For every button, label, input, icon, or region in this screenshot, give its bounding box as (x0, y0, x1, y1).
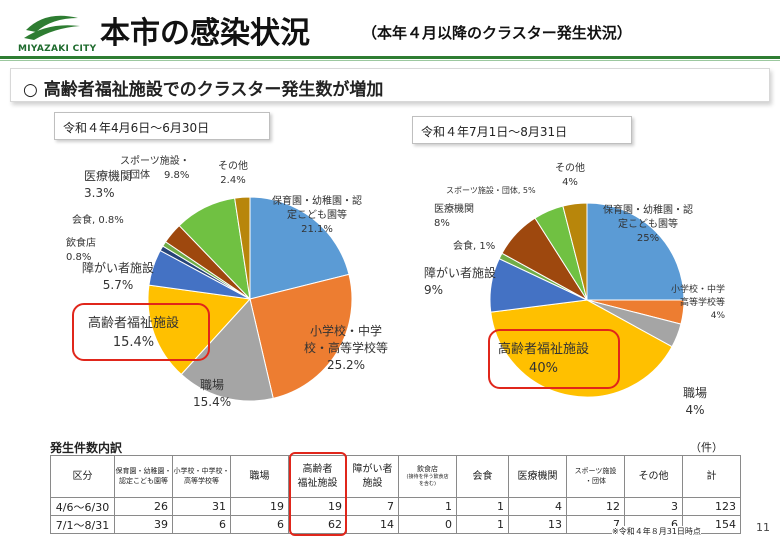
miyazaki-city-logo: MIYAZAKI CITY (18, 8, 96, 56)
chart1-label-sports: スポーツ施設・ 団体 9.8% (120, 156, 190, 181)
table-header-elderly: 高齢者 福祉施設 (288, 455, 347, 498)
table-cell: 19 (230, 497, 289, 516)
chart1-label-elderly: 高齢者福祉施設 15.4% (88, 316, 180, 350)
table-row: 4/6～6/30 26 31 19 19 7 1 1 4 12 3 123 (50, 497, 741, 516)
chart1-label-hoikuen: 保育園・幼稚園・認 定こども園等 21.1% (272, 196, 362, 235)
table-cell: 6 (230, 515, 289, 534)
table-cell: 4 (508, 497, 567, 516)
table-cell: 3 (624, 497, 683, 516)
table-cell: 1 (398, 497, 457, 516)
table-footnote: ※令和４年８月31日時点 (612, 526, 701, 537)
table-row: 7/1～8/31 39 6 6 62 14 0 1 13 7 6 154 (50, 515, 741, 534)
breakdown-table: 区分 保育園・幼稚園・ 認定こども園等 小学校・中学校・ 高等学校等 職場 高齢者福… (50, 455, 741, 534)
chart2-label-medical: 医療機関 8% (434, 204, 474, 229)
table-cell: 1 (456, 497, 509, 516)
table-cell: 39 (114, 515, 173, 534)
table-unit: （件） (690, 441, 723, 454)
table-header-restaurant: 飲食店 (接待を伴う飲食店 を含む) (398, 455, 457, 498)
chart1-label-restaurant: 飲食店 0.8% (66, 238, 96, 263)
page-subtitle: （本年４月以降のクラスター発生状況） (362, 24, 632, 42)
chart1-label-medical: 医療機関 3.3% (84, 169, 133, 200)
table-cell: 12 (566, 497, 625, 516)
chart2-label-hoikuen: 保育園・幼稚園・認 定こども園等 25% (603, 205, 693, 244)
table-header-dining: 会食 (456, 455, 509, 498)
table-header-medical: 医療機関 (508, 455, 567, 498)
chart2-period-title: 令和４年7月1日～8月31日 (412, 116, 632, 144)
pie-slice-hoikuen (586, 202, 685, 301)
chart2-label-sports: スポーツ施設・団体, 5% (446, 186, 536, 195)
chart1-label-dining: 会食, 0.8% (72, 215, 124, 226)
table-cell: 7 (346, 497, 399, 516)
table-title: 発生件数内訳 (50, 441, 123, 455)
row-period: 4/6～6/30 (50, 497, 115, 516)
chart1-label-school: 小学校・中学 校・高等学校等 25.2% (304, 324, 389, 372)
table-cell: 6 (172, 515, 231, 534)
chart2-label-other: その他 4% (555, 163, 585, 188)
chart2-label-elderly: 高齢者福祉施設 40% (498, 342, 590, 376)
page-number: 11 (756, 521, 770, 534)
logo-mark-icon (24, 15, 80, 40)
chart2-label-dining: 会食, 1% (453, 241, 496, 252)
chart1-label-disability: 障がい者施設 5.7% (82, 261, 155, 292)
row-period: 7/1～8/31 (50, 515, 115, 534)
chart2-label-school: 小学校・中学 高等学校等 4% (671, 285, 726, 321)
table-header-other: その他 (624, 455, 683, 498)
headline-text: ○ 高齢者福祉施設でのクラスター発生数が増加 (23, 80, 384, 100)
table-cell: 1 (456, 515, 509, 534)
chart1-period-title: 令和４年4月6日～6月30日 (54, 112, 270, 140)
header-divider (0, 56, 780, 59)
table-cell: 31 (172, 497, 231, 516)
page-title: 本市の感染状況 (100, 16, 310, 51)
pie-chart-jul-aug (489, 202, 685, 398)
pie-slice-other (562, 202, 588, 301)
pie-slice-workplace (180, 297, 274, 402)
table-header-sports: スポーツ施設 ・団体 (566, 455, 625, 498)
headline-banner: ○ 高齢者福祉施設でのクラスター発生数が増加 (10, 68, 770, 102)
table-cell: 13 (508, 515, 567, 534)
table-cell: 14 (346, 515, 399, 534)
pie-slice-elderly (147, 284, 252, 376)
chart2-label-workplace: 職場 4% (683, 386, 708, 417)
chart1-label-other: その他 2.4% (218, 161, 248, 186)
chart1-label-workplace: 職場 15.4% (193, 378, 232, 409)
table-header-disability: 障がい者 施設 (346, 455, 399, 498)
table-cell: 26 (114, 497, 173, 516)
table-cell: 0 (398, 515, 457, 534)
table-cell: 62 (288, 515, 347, 534)
table-header-school: 小学校・中学校・ 高等学校等 (172, 455, 231, 498)
table-cell: 123 (682, 497, 741, 516)
pie-slice-hoikuen (249, 196, 350, 300)
logo-text: MIYAZAKI CITY (18, 44, 97, 54)
pie-chart-apr-jun (147, 196, 353, 402)
table-header-workplace: 職場 (230, 455, 289, 498)
table-header-hoikuen: 保育園・幼稚園・ 認定こども園等 (114, 455, 173, 498)
table-header-category: 区分 (50, 455, 115, 498)
pie-slice-other (234, 196, 251, 300)
table-header-total: 計 (682, 455, 741, 498)
chart2-label-disability: 障がい者施設 9% (424, 266, 497, 297)
chart2-elderly-highlight (488, 329, 620, 389)
pie-slice-school (249, 273, 353, 399)
chart1-elderly-highlight (72, 303, 210, 361)
table-elderly-column-highlight (289, 452, 347, 536)
header-divider-thin (0, 60, 780, 61)
